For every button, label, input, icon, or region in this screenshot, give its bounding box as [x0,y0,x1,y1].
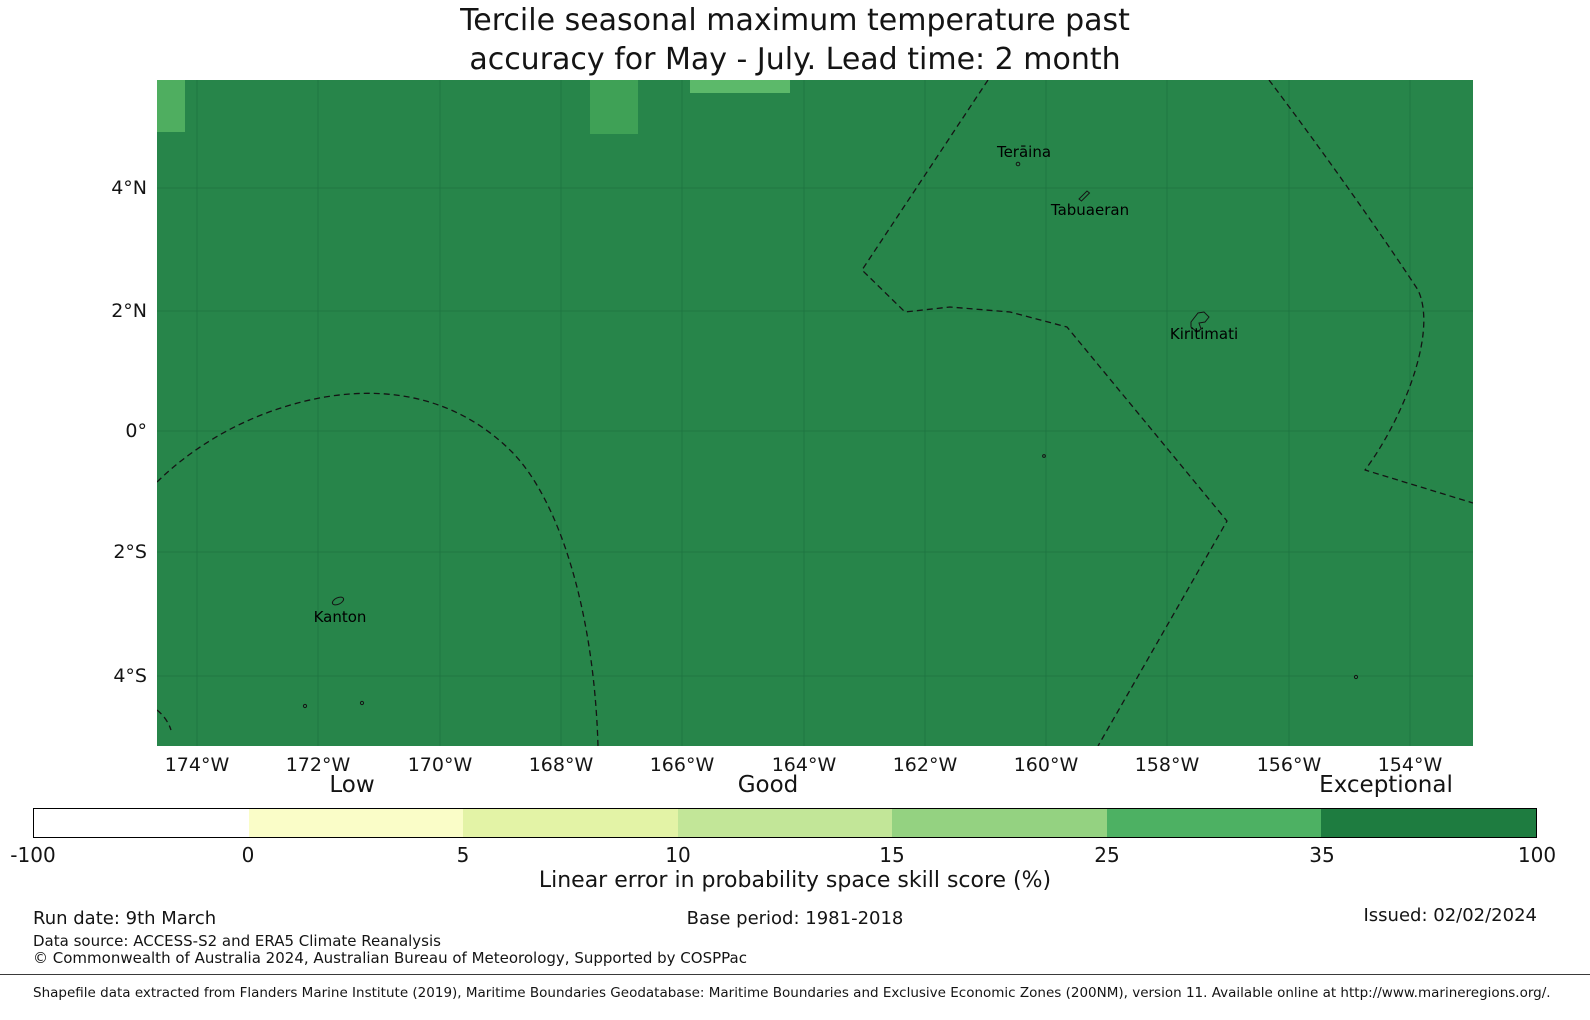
colorbar-segment-5 [892,809,1107,837]
skill-patch-top-center [690,80,790,93]
data-source: Data source: ACCESS-S2 and ERA5 Climate … [33,932,441,950]
footer-divider [0,974,1590,975]
scale-label-good: Good [737,772,799,798]
base-period: Base period: 1981-2018 [686,908,904,929]
island-label-tabuaeran: Tabuaeran [1050,201,1130,219]
lat-tick-0: 0° [125,420,147,442]
figure-title: Tercile seasonal maximum temperature pas… [0,1,1590,79]
small-island-1 [302,703,308,709]
shapefile-credit: Shapefile data extracted from Flanders M… [33,985,1551,1001]
lon-tick-158w: 158°W [1134,754,1200,776]
cb-tick-25: 25 [1094,843,1120,867]
tabuaeran-island [1078,190,1091,202]
skill-colorbar [33,808,1537,838]
issued-date: Issued: 02/02/2024 [1363,905,1537,926]
cb-tick-0: 0 [241,843,255,867]
graticule-grid [157,80,1473,746]
run-date: Run date: 9th March [33,908,217,929]
figure-title-line2: accuracy for May - July. Lead time: 2 mo… [469,42,1121,77]
lon-tick-164w: 164°W [771,754,837,776]
colorbar-segment-4 [677,809,893,837]
skill-patch-top-left [157,80,185,132]
map-canvas [157,80,1473,746]
kanton-island [331,596,345,606]
lon-tick-154w: 154°W [1377,754,1443,776]
eez-boundary-phoenix [157,392,599,746]
colorbar-segment-1 [34,809,249,837]
scale-label-exceptional: Exceptional [1319,772,1453,798]
kiritimati-island [1190,311,1210,333]
eez-boundary-line-islands [861,80,1228,746]
lat-tick-4s: 4°S [113,665,147,687]
lon-tick-170w: 170°W [407,754,473,776]
cb-tick-10: 10 [665,843,691,867]
cb-tick-5: 5 [456,843,470,867]
small-island-4 [1353,674,1359,680]
lon-tick-174w: 174°W [164,754,230,776]
island-label-kiritimati: Kiritimati [1169,325,1239,343]
eez-boundary-corner [157,709,172,731]
figure-title-line1: Tercile seasonal maximum temperature pas… [460,3,1130,38]
cb-tick-100: 100 [1517,843,1557,867]
teraina-island [1015,161,1021,167]
island-label-teraina: Terāina [996,143,1052,161]
small-island-3 [1042,454,1046,458]
island-outlines [302,161,1359,709]
lat-tick-4n: 4°N [111,177,147,199]
lat-tick-2s: 2°S [113,541,147,563]
cb-tick-15: 15 [879,843,905,867]
island-label-kanton: Kanton [313,608,367,626]
cb-tick-neg100: -100 [10,843,56,867]
colorbar-segment-3 [463,809,678,837]
small-island-2 [359,700,365,706]
lon-tick-168w: 168°W [528,754,594,776]
lon-tick-160w: 160°W [1013,754,1079,776]
eez-boundary-east [1268,80,1473,504]
lon-tick-162w: 162°W [892,754,958,776]
ocean-skill-fill [157,80,1473,746]
colorbar-segment-7 [1321,809,1537,837]
colorbar-segment-6 [1106,809,1322,837]
lon-tick-156w: 156°W [1256,754,1322,776]
lon-tick-172w: 172°W [285,754,351,776]
copyright-line: © Commonwealth of Australia 2024, Austra… [33,949,747,967]
skill-patch-top-center-left [590,80,638,134]
scale-label-low: Low [329,772,375,798]
map-panel: Terāina Tabuaeran Kiritimati Kanton [157,80,1473,746]
lat-tick-2n: 2°N [111,300,147,322]
colorbar-segment-2 [248,809,464,837]
cb-tick-35: 35 [1309,843,1335,867]
lon-tick-166w: 166°W [649,754,715,776]
eez-boundary-lines [157,80,1473,746]
colorbar-caption: Linear error in probability space skill … [538,868,1052,893]
